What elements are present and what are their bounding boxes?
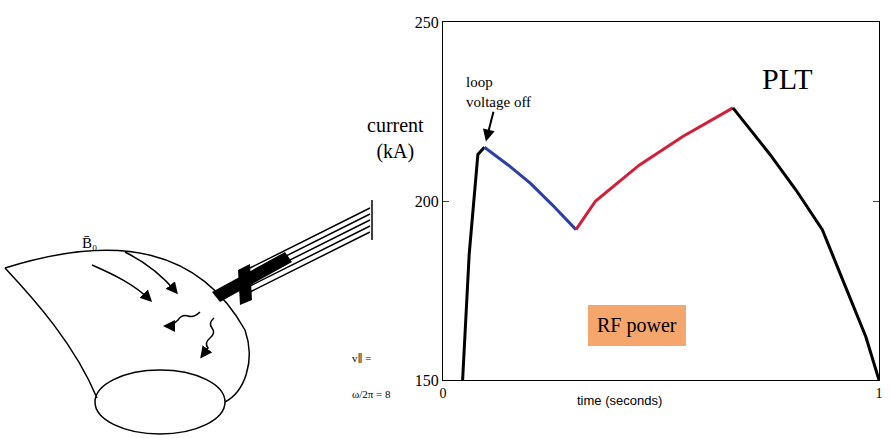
svg-text:250: 250 xyxy=(415,14,439,31)
svg-text:1: 1 xyxy=(876,386,883,401)
svg-text:loopvoltage off: loopvoltage off xyxy=(466,74,531,110)
svg-text:time (seconds): time (seconds) xyxy=(577,393,662,408)
svg-text:200: 200 xyxy=(415,193,439,210)
svg-text:B̄₀: B̄₀ xyxy=(82,235,97,251)
svg-text:current(kA): current(kA) xyxy=(367,114,424,163)
svg-text:PLT: PLT xyxy=(762,62,813,95)
svg-text:0: 0 xyxy=(440,386,447,401)
svg-text:v∥ =: v∥ = xyxy=(352,352,372,364)
svg-text:ω/2π = 8: ω/2π = 8 xyxy=(352,388,391,400)
svg-text:150: 150 xyxy=(415,372,439,389)
svg-text:RF power: RF power xyxy=(597,314,677,337)
